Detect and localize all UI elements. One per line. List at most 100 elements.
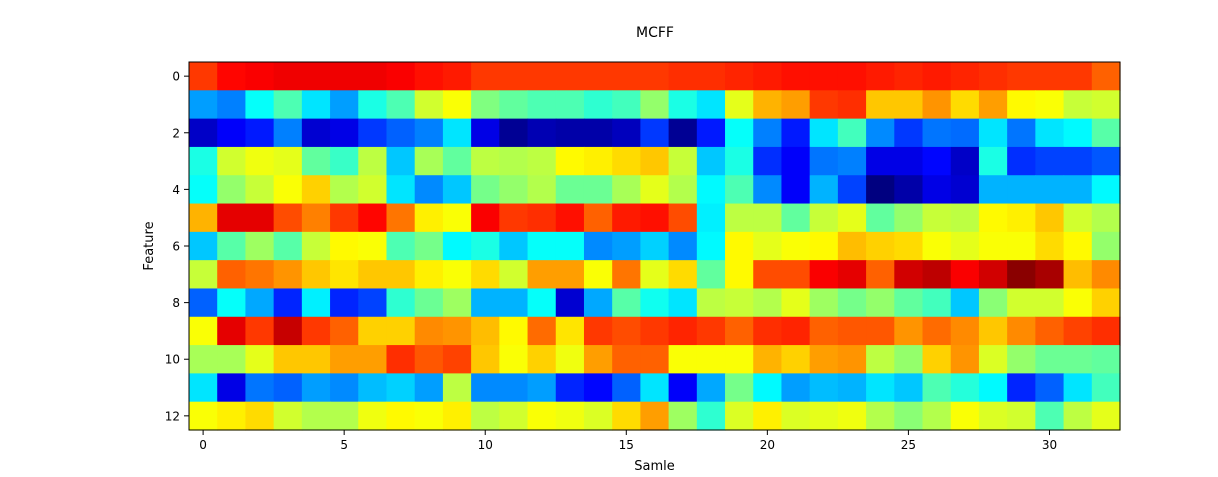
heatmap-cell xyxy=(950,118,980,148)
heatmap-cell xyxy=(386,260,416,290)
heatmap-cell xyxy=(640,316,670,346)
heatmap-cell xyxy=(583,316,613,346)
heatmap-cell xyxy=(668,118,698,148)
heatmap-cell xyxy=(753,401,783,431)
heatmap-cell xyxy=(217,401,247,431)
heatmap-cell xyxy=(386,373,416,403)
heatmap-cell xyxy=(640,118,670,148)
heatmap-cell xyxy=(978,373,1008,403)
heatmap-cell xyxy=(189,373,218,403)
heatmap-cell xyxy=(696,401,726,431)
heatmap-cell xyxy=(555,288,585,318)
heatmap-cell xyxy=(245,231,275,261)
heatmap-cell xyxy=(245,316,275,346)
heatmap-cell xyxy=(555,345,585,374)
heatmap-cell xyxy=(245,288,275,318)
heatmap-cell xyxy=(696,345,726,374)
heatmap-cell xyxy=(301,231,331,261)
heatmap-cell xyxy=(866,401,895,431)
heatmap-cell xyxy=(527,203,557,233)
heatmap-cell xyxy=(696,373,726,403)
heatmap-cell xyxy=(725,260,754,290)
heatmap-cell xyxy=(866,203,895,233)
heatmap-cell xyxy=(809,62,839,91)
heatmap-cell xyxy=(668,401,698,431)
heatmap-cell xyxy=(273,146,303,176)
heatmap-cell xyxy=(725,175,754,205)
y-axis-label: Feature xyxy=(142,221,157,270)
heatmap-cell xyxy=(330,175,359,205)
heatmap-cell xyxy=(668,288,698,318)
heatmap-cell xyxy=(499,345,529,374)
heatmap-cell xyxy=(217,345,247,374)
heatmap-cell xyxy=(386,231,416,261)
heatmap-cell xyxy=(358,373,388,403)
heatmap-cell xyxy=(668,175,698,205)
heatmap-cell xyxy=(301,146,331,176)
heatmap-cell xyxy=(950,345,980,374)
heatmap-cell xyxy=(950,90,980,120)
heatmap-cell xyxy=(950,316,980,346)
heatmap-cell xyxy=(1063,62,1093,91)
heatmap-cell xyxy=(273,260,303,290)
heatmap-cell xyxy=(189,288,218,318)
heatmap-cell xyxy=(640,175,670,205)
heatmap-cell xyxy=(527,146,557,176)
heatmap-cell xyxy=(527,62,557,91)
heatmap-cell xyxy=(1091,231,1121,261)
heatmap-cell xyxy=(273,401,303,431)
heatmap-cell xyxy=(781,90,811,120)
heatmap-cell xyxy=(922,231,952,261)
heatmap-cell xyxy=(866,345,895,374)
heatmap-cell xyxy=(1063,146,1093,176)
heatmap-cell xyxy=(414,62,444,91)
heatmap-cell xyxy=(866,90,895,120)
heatmap-cell xyxy=(358,345,388,374)
heatmap-cell xyxy=(1063,203,1093,233)
heatmap-cell xyxy=(583,175,613,205)
heatmap-cell xyxy=(753,373,783,403)
heatmap-cell xyxy=(640,345,670,374)
heatmap-cell xyxy=(555,118,585,148)
heatmap-cell xyxy=(809,288,839,318)
heatmap-cell xyxy=(330,373,359,403)
heatmap-cell xyxy=(753,345,783,374)
heatmap-cell xyxy=(527,175,557,205)
heatmap-cell xyxy=(640,401,670,431)
heatmap-cell xyxy=(866,175,895,205)
heatmap-cell xyxy=(555,62,585,91)
heatmap-cell xyxy=(330,316,359,346)
heatmap-cell xyxy=(725,316,754,346)
heatmap-cell xyxy=(978,316,1008,346)
heatmap-cell xyxy=(809,175,839,205)
heatmap-cell xyxy=(273,62,303,91)
heatmap-cell xyxy=(894,175,924,205)
heatmap-cell xyxy=(612,231,641,261)
heatmap-cell xyxy=(612,90,641,120)
heatmap-cell xyxy=(189,316,218,346)
heatmap-cell xyxy=(1035,90,1065,120)
heatmap-cell xyxy=(471,175,500,205)
heatmap-cell xyxy=(442,231,472,261)
heatmap-cell xyxy=(471,90,500,120)
heatmap-cell xyxy=(499,203,529,233)
heatmap-cell xyxy=(612,316,641,346)
heatmap-cell xyxy=(499,401,529,431)
heatmap-cell xyxy=(499,146,529,176)
y-tick-label: 6 xyxy=(172,240,180,254)
heatmap-cell xyxy=(1035,203,1065,233)
heatmap-cell xyxy=(978,231,1008,261)
heatmap-cell xyxy=(217,118,247,148)
y-tick-label: 0 xyxy=(172,70,180,84)
heatmap-cell xyxy=(189,345,218,374)
heatmap-cell xyxy=(753,260,783,290)
heatmap-cell xyxy=(950,203,980,233)
heatmap-cell xyxy=(922,401,952,431)
heatmap-cell xyxy=(555,90,585,120)
heatmap-cell xyxy=(358,231,388,261)
heatmap-cell xyxy=(555,203,585,233)
y-tick-label: 10 xyxy=(165,353,180,367)
heatmap-cell xyxy=(442,316,472,346)
x-axis-ticks: 0 5 10 15 20 25 30 xyxy=(199,430,1057,452)
heatmap-cell xyxy=(414,288,444,318)
